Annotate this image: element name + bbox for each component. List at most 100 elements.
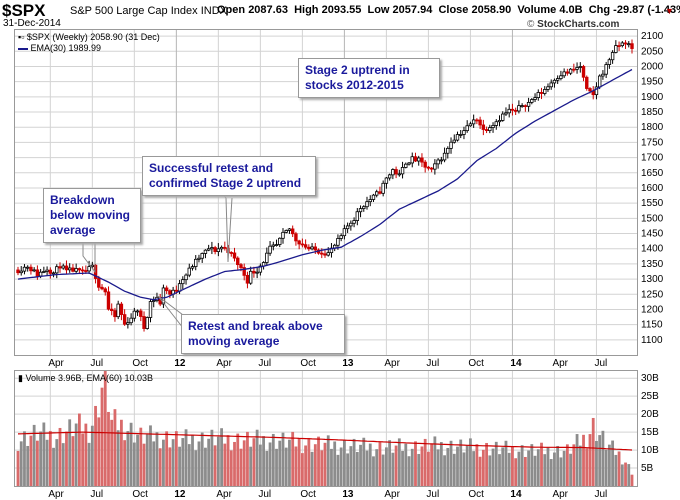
volume-bar [346, 453, 350, 486]
candle-body [478, 119, 482, 126]
candle-body [462, 130, 466, 135]
candle-body [565, 71, 570, 74]
volume-bar [427, 451, 430, 486]
volume-bar [333, 441, 337, 486]
volume-bar [191, 435, 194, 486]
candle-body [459, 134, 463, 136]
candle-body [323, 253, 327, 256]
volume-bar [288, 439, 291, 486]
price-y-axis: 1100 1150 1200 1250 1300 1350 1400 1450 1500 1550… [641, 31, 664, 346]
candle-body [423, 161, 427, 168]
volume-bar [68, 419, 72, 486]
candle-body [245, 274, 250, 284]
volume-bar [32, 424, 36, 486]
volume-bar [187, 444, 191, 486]
low-value: 2057.94 [392, 4, 433, 16]
volume-bar [233, 441, 236, 486]
candle-body [481, 124, 486, 130]
candle-body [16, 269, 20, 274]
candle-body [375, 191, 379, 196]
candle-body [219, 246, 224, 250]
volume-bar [246, 431, 249, 486]
high-label: High [294, 4, 319, 16]
volume-bar [611, 440, 615, 486]
volume-bar [262, 436, 265, 486]
volume-bar [23, 431, 26, 486]
candle-body [310, 246, 314, 250]
candle-body [265, 252, 269, 263]
volume-bar [97, 417, 101, 486]
volume-bar [78, 413, 81, 486]
candle-body [32, 269, 36, 272]
volume-bar [236, 433, 240, 486]
credit-link[interactable]: StockCharts.com [537, 19, 620, 30]
candle-body [307, 246, 311, 250]
candle-body [394, 169, 398, 175]
volume-bar [255, 429, 259, 486]
candle-body [507, 108, 511, 114]
volume-bar [48, 430, 52, 486]
candle-body [365, 201, 369, 208]
volume-bar [35, 440, 39, 486]
volume-bar [446, 447, 450, 486]
volume-tick-label: 15B [641, 427, 659, 438]
volume-bar [601, 430, 605, 486]
candle-body [181, 279, 185, 285]
candle-body [617, 45, 621, 47]
candle-body [197, 257, 201, 260]
volume-tick-label: 20B [641, 409, 659, 420]
candle-body [84, 270, 88, 272]
volume-bar [107, 411, 110, 486]
candle-body [381, 182, 385, 194]
volume-bar [178, 446, 181, 486]
volume-bar [504, 440, 508, 486]
volume-bar [168, 447, 172, 486]
price-tick-label: 2000 [641, 61, 664, 72]
volume-bar [304, 445, 308, 486]
candle-body [378, 191, 382, 194]
candle-body [51, 272, 56, 275]
candle-body [297, 240, 301, 245]
volume-bar [165, 431, 169, 486]
volume-bar [152, 441, 156, 486]
close-label: Close [438, 4, 469, 16]
price-x-tick-label: 13 [342, 358, 354, 369]
candle-body [313, 246, 318, 251]
candle-body [25, 266, 30, 269]
candle-body [581, 66, 586, 78]
volume-bar [465, 445, 469, 486]
volume-bar [342, 440, 346, 486]
candle-body [210, 247, 214, 250]
volume-bar [462, 452, 466, 486]
candle-body [407, 162, 411, 165]
volume-bar [42, 422, 46, 486]
volume-bar [368, 443, 372, 486]
price-x-tick-label: Oct [132, 358, 148, 369]
volume-bar [488, 455, 492, 486]
chart-credit[interactable]: © StockCharts.com [527, 19, 619, 30]
candle-body [336, 238, 340, 246]
price-x-tick-label: Jul [258, 358, 271, 369]
candle-body [339, 235, 343, 239]
volume-bar [624, 462, 627, 486]
candle-body [42, 271, 46, 273]
candle-body [248, 270, 253, 284]
candle-body [278, 237, 282, 245]
candle-body [594, 86, 599, 96]
candle-body [320, 252, 324, 255]
candle-body [523, 105, 528, 108]
candle-body [100, 286, 104, 290]
volume-label: Volume [517, 4, 557, 16]
candle-body [161, 287, 166, 305]
volume-bar [372, 456, 375, 486]
price-x-tick-label: Oct [300, 358, 316, 369]
annotation-line: Stage 2 uptrend in [305, 63, 410, 77]
volume-bar [388, 440, 392, 486]
price-x-tick-label: Jul [90, 358, 103, 369]
candle-body [287, 228, 292, 231]
candle-body [601, 73, 605, 77]
price-tick-label: 1650 [641, 168, 664, 179]
volume-bar [556, 445, 560, 486]
candle-body [242, 267, 246, 276]
volume-bar [132, 442, 136, 486]
